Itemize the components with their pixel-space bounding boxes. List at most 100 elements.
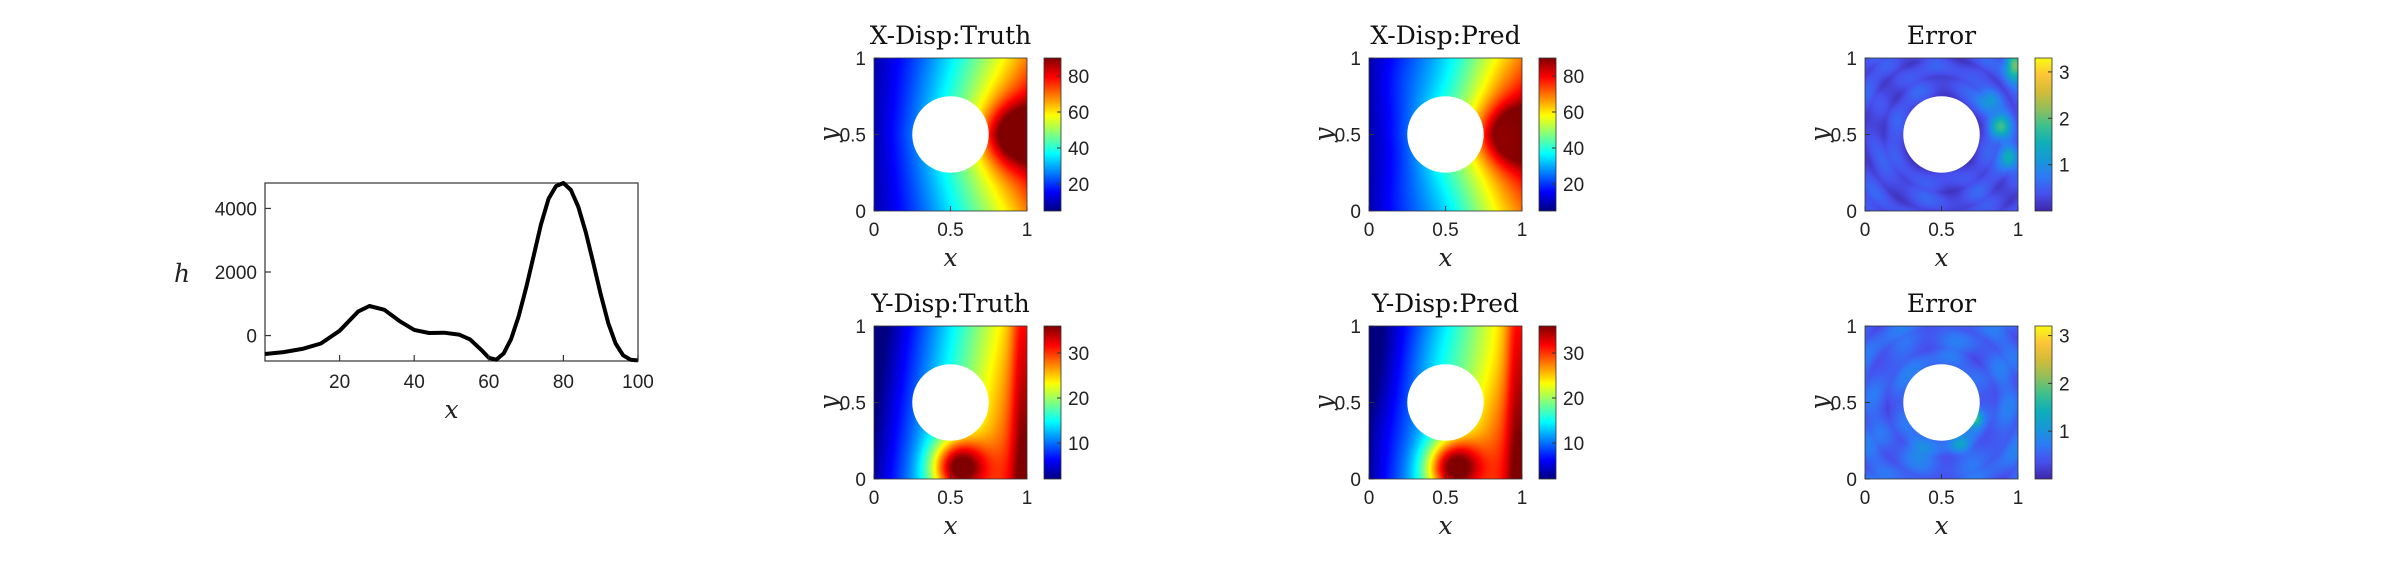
x-tick-label: 40 (404, 372, 425, 393)
colorbar-tick-label: 1 (2059, 422, 2070, 443)
colorbar-tick-label: 40 (1563, 139, 1584, 160)
x-axis-label: x (1438, 243, 1452, 272)
x-tick-label: 100 (622, 372, 654, 393)
colorbar (2035, 326, 2052, 479)
panel-title: Y-Disp:Truth (870, 289, 1029, 318)
y-tick-label: 4000 (215, 199, 257, 220)
x-tick-label: 0.5 (1928, 220, 1954, 241)
x-disp-pred-panel: X-Disp:Pred 0 0.5 1 0 0.5 1 x y 20 40 60 80 (1309, 21, 1584, 272)
colorbar-tick-label: 30 (1563, 344, 1584, 365)
y-tick-label: 0 (246, 327, 257, 348)
hole-circle (1903, 364, 1980, 441)
series-line (264, 181, 639, 363)
x-tick-label: 1 (1517, 488, 1528, 509)
y-axis-label: h (174, 259, 190, 288)
colorbar-tick-label: 2 (2059, 374, 2070, 395)
x-tick-label: 0 (1364, 220, 1375, 241)
y-tick-label: 1 (1846, 49, 1857, 70)
colorbar-tick-label: 10 (1563, 434, 1584, 455)
colorbar-tick-label: 1 (2059, 156, 2070, 177)
hole-circle (912, 96, 989, 173)
hole-circle (1407, 364, 1484, 441)
x-tick-label: 0.5 (1432, 488, 1458, 509)
y-tick-label: 1 (1846, 317, 1857, 338)
colorbar-tick-label: 3 (2059, 63, 2070, 84)
x-disp-truth-panel: X-Disp:Truth 0 0.5 1 0 0.5 1 x y 20 40 60 80 (814, 21, 1089, 272)
y-axis-label: y (1805, 395, 1834, 411)
colorbar (2035, 58, 2052, 211)
colorbar-frame (2034, 57, 2053, 212)
colorbar-tick-label: 80 (1068, 67, 1089, 88)
colorbar-tick-label: 10 (1068, 434, 1089, 455)
x-tick-label: 0 (1860, 488, 1871, 509)
colorbar-tick-label: 30 (1068, 344, 1089, 365)
y-tick-label: 0.5 (840, 126, 866, 147)
colorbar-tick-label: 2 (2059, 109, 2070, 130)
panel-title: X-Disp:Pred (1370, 21, 1520, 50)
colorbar-frame (1538, 57, 1557, 212)
colorbar-tick-label: 80 (1563, 67, 1584, 88)
colorbar-tick-label: 20 (1068, 389, 1089, 410)
y-tick-label: 0.5 (1335, 126, 1361, 147)
y-tick-label: 0 (1350, 202, 1361, 223)
y-axis-label: y (814, 395, 843, 411)
colorbar-tick-label: 20 (1068, 175, 1089, 196)
y-tick-label: 1 (1350, 317, 1361, 338)
y-tick-label: 1 (1350, 49, 1361, 70)
x-tick-label: 0.5 (937, 220, 963, 241)
x-tick-label: 0 (1364, 488, 1375, 509)
colorbar-frame (1043, 57, 1062, 212)
x-tick-label: 1 (1022, 220, 1033, 241)
x-axis-label: x (1934, 511, 1948, 540)
colorbar-tick-label: 3 (2059, 327, 2070, 348)
colorbar (1539, 326, 1556, 479)
colorbar-tick-label: 20 (1563, 175, 1584, 196)
y-tick-label: 0.5 (1335, 394, 1361, 415)
x-tick-label: 0 (869, 220, 880, 241)
panel-title: Error (1907, 21, 1976, 50)
hole-circle (1407, 96, 1484, 173)
hole-circle (912, 364, 989, 441)
colorbar-frame (2034, 325, 2053, 480)
y-axis-label: y (1309, 127, 1338, 143)
y-tick-label: 0.5 (1831, 126, 1857, 147)
x-tick-label: 0 (1860, 220, 1871, 241)
x-axis-label: x (1438, 511, 1452, 540)
x-error-panel: Error 0 0.5 1 0 0.5 1 x y 1 2 3 (1805, 21, 2070, 272)
y-tick-label: 0 (1846, 202, 1857, 223)
hole-circle (1903, 96, 1980, 173)
colorbar (1044, 326, 1061, 479)
y-tick-label: 1 (855, 317, 866, 338)
panel-title: X-Disp:Truth (870, 21, 1032, 50)
x-tick-label: 80 (553, 372, 574, 393)
y-tick-label: 1 (855, 49, 866, 70)
x-axis-label: x (444, 395, 458, 424)
x-tick-label: 1 (1022, 488, 1033, 509)
x-tick-label: 1 (2013, 220, 2024, 241)
colorbar (1044, 58, 1061, 211)
line-chart: 20 40 60 80 100 0 2000 4000 x h (174, 181, 654, 424)
x-tick-label: 20 (329, 372, 350, 393)
y-tick-label: 2000 (215, 263, 257, 284)
y-axis-label: y (814, 127, 843, 143)
y-tick-label: 0 (855, 202, 866, 223)
y-tick-label: 0 (1846, 470, 1857, 491)
x-tick-label: 0 (869, 488, 880, 509)
panel-title: Error (1907, 289, 1976, 318)
y-tick-label: 0.5 (840, 394, 866, 415)
panel-title: Y-Disp:Pred (1371, 289, 1519, 318)
colorbar-tick-label: 20 (1563, 389, 1584, 410)
y-axis-label: y (1805, 127, 1834, 143)
x-tick-label: 1 (1517, 220, 1528, 241)
x-tick-label: 1 (2013, 488, 2024, 509)
x-tick-label: 0.5 (1432, 220, 1458, 241)
y-error-panel: Error 0 0.5 1 0 0.5 1 x y 1 2 3 (1805, 289, 2070, 540)
x-axis-label: x (1934, 243, 1948, 272)
colorbar-tick-label: 40 (1068, 139, 1089, 160)
colorbar-frame (1538, 325, 1557, 480)
colorbar-tick-label: 60 (1068, 103, 1089, 124)
x-axis-label: x (943, 243, 957, 272)
